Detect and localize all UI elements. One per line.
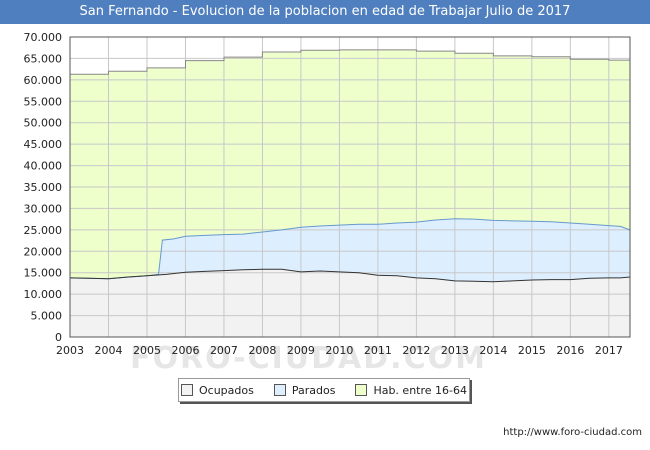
legend-label-hab: Hab. entre 16-64 bbox=[373, 383, 467, 397]
x-tick-label: 2006 bbox=[171, 344, 199, 357]
y-tick-label: 25.000 bbox=[24, 224, 63, 237]
line-parados bbox=[69, 218, 631, 280]
line-hab-entre-16-64 bbox=[70, 49, 630, 75]
line-ocupados bbox=[69, 268, 631, 283]
legend-swatch-parados bbox=[273, 384, 286, 396]
title-bar bbox=[0, 0, 650, 24]
x-tick-label: 2017 bbox=[595, 344, 623, 357]
y-tick-label: 60.000 bbox=[24, 74, 63, 87]
legend-label-ocupados: Ocupados bbox=[198, 383, 254, 397]
x-tick-label: 2010 bbox=[325, 344, 353, 357]
series-lines bbox=[69, 49, 631, 283]
y-tick-label: 55.000 bbox=[24, 95, 63, 108]
y-tick-label: 45.000 bbox=[24, 138, 63, 151]
x-tick-label: 2009 bbox=[287, 344, 315, 357]
y-tick-label: 65.000 bbox=[24, 52, 63, 65]
x-tick-label: 2013 bbox=[441, 344, 469, 357]
y-tick-label: 10.000 bbox=[24, 288, 63, 301]
y-axis-ticks: 0 5.000 10.000 15.000 20.000 25.000 30.000 35.0… bbox=[24, 31, 63, 344]
series-areas bbox=[70, 49, 630, 338]
legend-swatch-ocupados bbox=[180, 384, 193, 396]
legend-item-hab: Hab. entre 16-64 bbox=[355, 384, 467, 397]
watermark: FORO-CIUDAD.COM bbox=[130, 341, 487, 376]
x-tick-label: 2011 bbox=[364, 344, 392, 357]
plot-border bbox=[69, 36, 631, 338]
y-tick-label: 5.000 bbox=[31, 310, 63, 323]
chart-title: San Fernando - Evolucion de la poblacion… bbox=[79, 4, 571, 19]
legend-item-ocupados: Ocupados bbox=[180, 383, 254, 397]
y-tick-label: 50.000 bbox=[24, 117, 63, 130]
legend: Ocupados Parados Hab. entre 16-64 bbox=[178, 378, 470, 402]
x-tick-label: 2003 bbox=[56, 344, 84, 357]
x-tick-label: 2005 bbox=[133, 344, 161, 357]
x-tick-label: 2012 bbox=[402, 344, 430, 357]
y-tick-label: 35.000 bbox=[24, 181, 63, 194]
x-tick-label: 2008 bbox=[248, 344, 276, 357]
x-tick-label: 2007 bbox=[210, 344, 238, 357]
y-tick-label: 15.000 bbox=[24, 267, 63, 280]
x-axis-ticks: 2003 2004 2005 2006 2007 2008 2009 2010 2011 2012… bbox=[56, 344, 623, 357]
x-tick-label: 2014 bbox=[479, 344, 507, 357]
y-tick-label: 40.000 bbox=[24, 160, 63, 173]
legend-swatch-hab bbox=[355, 384, 368, 396]
x-tick-label: 2016 bbox=[556, 344, 584, 357]
y-tick-label: 70.000 bbox=[24, 31, 63, 44]
y-tick-label: 0 bbox=[55, 331, 62, 344]
legend-label-parados: Parados bbox=[291, 383, 336, 397]
source-link[interactable]: http://www.foro-ciudad.com bbox=[503, 427, 642, 438]
y-tick-label: 30.000 bbox=[24, 202, 63, 215]
x-tick-label: 2015 bbox=[518, 344, 546, 357]
area-ocupados bbox=[70, 269, 630, 337]
legend-item-parados: Parados bbox=[273, 383, 336, 397]
y-tick-label: 20.000 bbox=[24, 245, 63, 258]
x-tick-label: 2004 bbox=[94, 344, 122, 357]
